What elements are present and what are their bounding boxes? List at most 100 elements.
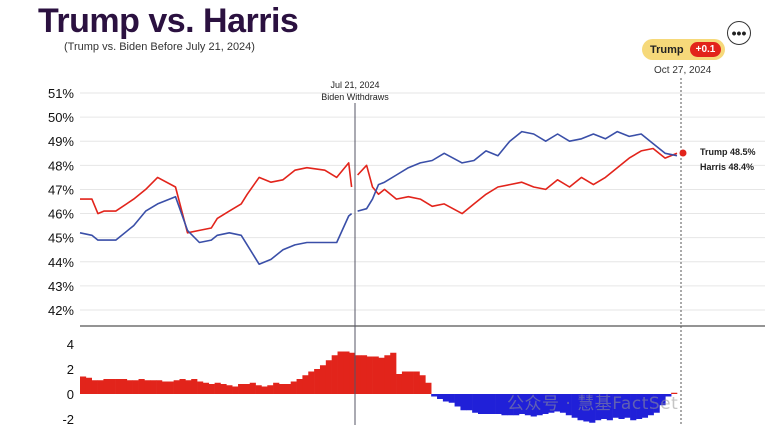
latest-date-label: Oct 27, 2024 bbox=[654, 65, 712, 76]
spread-bar bbox=[173, 380, 180, 394]
spread-bar bbox=[483, 394, 490, 414]
more-options-glyph: ••• bbox=[731, 25, 747, 41]
spread-bar bbox=[208, 384, 215, 394]
spread-bar bbox=[489, 394, 496, 414]
y-axis-bottom: 4 2 0 -2 bbox=[62, 337, 74, 427]
spread-bar bbox=[518, 394, 526, 414]
more-options-icon[interactable]: ••• bbox=[727, 21, 751, 45]
spread-bar bbox=[407, 371, 414, 394]
y-axis-top: 51% 50% 49% 48% 47% 46% 45% 44% 43% 42% bbox=[48, 86, 74, 318]
spread-bar bbox=[103, 379, 110, 394]
spread-bar bbox=[372, 356, 379, 394]
spread-bar bbox=[197, 381, 204, 394]
spread-bar bbox=[565, 394, 572, 416]
spread-bar bbox=[161, 381, 169, 394]
spread-bar bbox=[302, 375, 309, 394]
spread-bar bbox=[115, 379, 122, 394]
spread-bar bbox=[150, 380, 157, 394]
spread-bar bbox=[185, 380, 192, 394]
spread-bar bbox=[513, 394, 520, 416]
spread-bar bbox=[524, 394, 531, 416]
spread-bar bbox=[349, 352, 356, 394]
spread-bar bbox=[144, 380, 151, 394]
spread-bar bbox=[554, 394, 561, 412]
spread-bar bbox=[624, 394, 631, 418]
spread-bar bbox=[355, 355, 362, 394]
spread-bar bbox=[671, 392, 678, 394]
spread-bar bbox=[606, 394, 613, 421]
y-tick-label: 45% bbox=[48, 231, 74, 246]
spread-bar bbox=[636, 394, 643, 419]
spread-bar bbox=[396, 374, 403, 394]
spread-bar bbox=[559, 394, 567, 413]
spread-bar bbox=[595, 394, 602, 421]
spread-bar bbox=[314, 369, 321, 394]
spread-bar bbox=[466, 394, 473, 411]
spread-bar bbox=[214, 382, 221, 394]
spread-tick-label: 2 bbox=[67, 362, 74, 377]
spread-bar bbox=[343, 351, 350, 394]
spread-bar bbox=[156, 380, 163, 394]
annotation-date: Jul 21, 2024 bbox=[330, 80, 379, 90]
spread-bar bbox=[325, 360, 332, 394]
y-tick-label: 44% bbox=[48, 255, 74, 270]
trump-endpoint-dot bbox=[679, 149, 687, 157]
spread-bar bbox=[630, 394, 637, 421]
spread-bar bbox=[319, 365, 327, 394]
spread-bar bbox=[109, 379, 116, 394]
grid-lines bbox=[80, 92, 765, 311]
spread-bar bbox=[583, 394, 590, 422]
spread-tick-label: 0 bbox=[67, 387, 74, 402]
spread-tick-label: 4 bbox=[67, 337, 74, 352]
spread-bar bbox=[442, 394, 450, 402]
spread-bar bbox=[665, 394, 672, 397]
series-line-trump bbox=[80, 162, 353, 234]
spread-tick-label: -2 bbox=[62, 412, 74, 427]
withdraw-annotation: Jul 21, 2024 Biden Withdraws bbox=[321, 80, 389, 425]
series-line-harris bbox=[79, 195, 353, 265]
spread-bar bbox=[191, 379, 198, 394]
spread-bar bbox=[126, 380, 133, 394]
spread-bar bbox=[232, 386, 239, 394]
spread-bar bbox=[279, 384, 286, 394]
spread-bar bbox=[401, 371, 409, 394]
spread-bar bbox=[120, 379, 128, 394]
spread-bar bbox=[437, 394, 444, 399]
spread-bar bbox=[612, 394, 619, 418]
trump-end-label: Trump 48.5% bbox=[700, 147, 756, 157]
spread-bar bbox=[448, 394, 455, 403]
spread-bar bbox=[366, 356, 373, 394]
spread-bar bbox=[273, 382, 280, 394]
spread-bar bbox=[249, 382, 256, 394]
spread-bar bbox=[331, 355, 338, 394]
spread-bar bbox=[91, 380, 98, 394]
spread-bar bbox=[571, 394, 578, 418]
spread-bar bbox=[641, 394, 649, 418]
series-line-harris bbox=[357, 130, 678, 212]
annotation-label: Biden Withdraws bbox=[321, 92, 389, 102]
spread-bar bbox=[390, 352, 397, 394]
spread-bar bbox=[501, 394, 508, 416]
spread-bar bbox=[85, 377, 92, 394]
spread-bar bbox=[267, 385, 274, 394]
spread-bar bbox=[378, 357, 385, 394]
spread-bar bbox=[238, 384, 245, 394]
spread-bar bbox=[530, 394, 537, 417]
spread-bar bbox=[413, 371, 420, 394]
spread-bar bbox=[360, 355, 368, 394]
spread-bar bbox=[290, 381, 297, 394]
spread-bar bbox=[308, 371, 315, 394]
spread-bar bbox=[419, 375, 426, 394]
spread-bar bbox=[647, 394, 654, 416]
y-tick-label: 51% bbox=[48, 86, 74, 101]
spread-bar bbox=[132, 380, 139, 394]
spread-bar bbox=[507, 394, 514, 416]
spread-bar bbox=[536, 394, 543, 416]
y-tick-label: 49% bbox=[48, 134, 74, 149]
chart-subtitle: (Trump vs. Biden Before July 21, 2024) bbox=[64, 41, 255, 53]
spread-bar bbox=[542, 394, 549, 414]
leader-delta: +0.1 bbox=[689, 42, 722, 57]
spread-bar bbox=[495, 394, 502, 414]
y-tick-label: 47% bbox=[48, 182, 74, 197]
